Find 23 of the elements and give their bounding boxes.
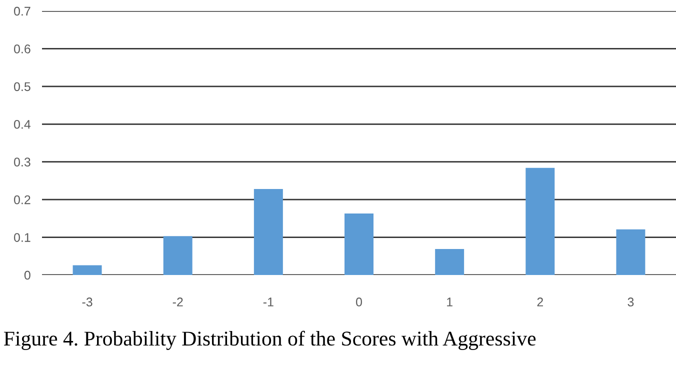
bar [163,236,192,275]
y-tick-label: 0.6 [14,44,30,54]
y-tick-label: 0.4 [14,120,31,129]
y-tick-label: 0 [24,270,30,280]
caption: Figure 4. Probability Distribution of the Scores with Aggressive [4,330,536,350]
bar [616,229,646,275]
y-tick-label: 0.7 [14,6,30,16]
x-tick-label: 1 [447,298,452,306]
y-tick-label: 0.3 [14,158,30,167]
bar [254,189,283,275]
y-tick-label: 0.2 [14,195,30,204]
y-tick-label: 0.5 [14,82,30,92]
y-tick-label: 0.1 [14,233,30,242]
bar [344,214,374,275]
x-tick-label: 3 [628,298,634,306]
bar [526,168,555,275]
x-tick-label: -2 [172,298,183,306]
x-tick-label: 0 [356,298,362,306]
bar [435,248,464,275]
bar [72,265,102,275]
x-tick-label: 2 [537,298,543,306]
x-tick-label: -3 [82,298,92,306]
x-tick-label: -1 [263,298,274,306]
